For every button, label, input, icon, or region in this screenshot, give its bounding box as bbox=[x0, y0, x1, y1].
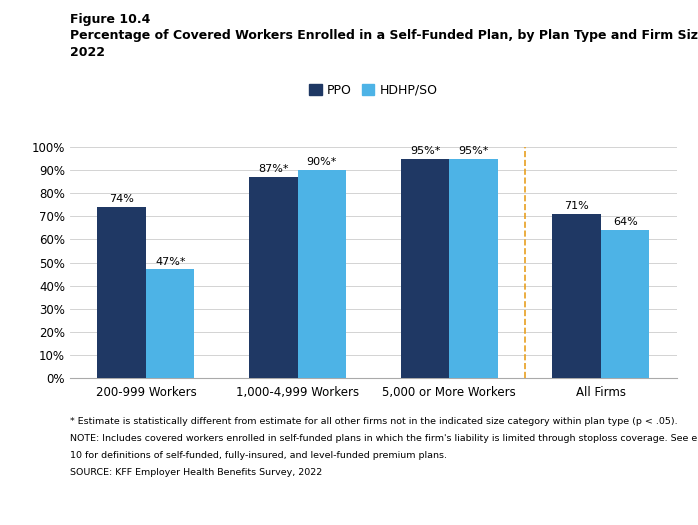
Legend: PPO, HDHP/SO: PPO, HDHP/SO bbox=[309, 84, 438, 97]
Bar bbox=[249, 177, 297, 378]
Bar bbox=[552, 214, 601, 378]
Text: Figure 10.4: Figure 10.4 bbox=[70, 13, 150, 26]
Bar bbox=[601, 230, 649, 378]
Bar bbox=[450, 159, 498, 378]
Text: 74%: 74% bbox=[109, 194, 134, 204]
Text: 2022: 2022 bbox=[70, 46, 105, 59]
Text: 87%*: 87%* bbox=[258, 164, 288, 174]
Text: SOURCE: KFF Employer Health Benefits Survey, 2022: SOURCE: KFF Employer Health Benefits Sur… bbox=[70, 468, 322, 477]
Bar bbox=[297, 170, 346, 378]
Bar bbox=[401, 159, 450, 378]
Text: 90%*: 90%* bbox=[306, 158, 337, 167]
Text: Percentage of Covered Workers Enrolled in a Self-Funded Plan, by Plan Type and F: Percentage of Covered Workers Enrolled i… bbox=[70, 29, 698, 42]
Bar bbox=[98, 207, 146, 378]
Text: 10 for definitions of self-funded, fully-insured, and level-funded premium plans: 10 for definitions of self-funded, fully… bbox=[70, 451, 447, 460]
Text: 71%: 71% bbox=[564, 201, 589, 211]
Text: 95%*: 95%* bbox=[459, 146, 489, 156]
Text: 64%: 64% bbox=[613, 217, 637, 227]
Text: 47%*: 47%* bbox=[155, 257, 186, 267]
Text: * Estimate is statistically different from estimate for all other firms not in t: * Estimate is statistically different fr… bbox=[70, 417, 678, 426]
Text: NOTE: Includes covered workers enrolled in self-funded plans in which the firm's: NOTE: Includes covered workers enrolled … bbox=[70, 434, 698, 443]
Text: 95%*: 95%* bbox=[410, 146, 440, 156]
Bar bbox=[146, 269, 195, 378]
